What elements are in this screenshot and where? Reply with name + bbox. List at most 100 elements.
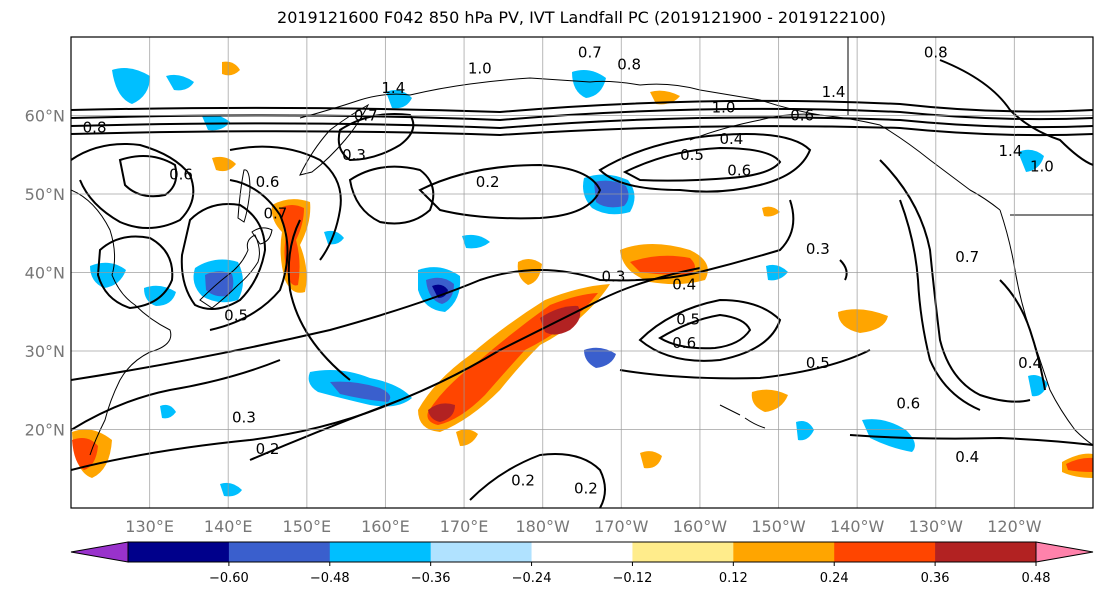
contour-line	[638, 298, 782, 362]
contour-label: 0.7	[955, 248, 979, 266]
contour-line	[71, 359, 281, 431]
contour-line	[209, 179, 289, 331]
contour-label: 0.6	[790, 107, 814, 125]
lat-tick-label: 30°N	[25, 342, 65, 361]
map-title: 2019121600 F042 850 hPa PV, IVT Landfall…	[277, 8, 886, 27]
colorbar-segment	[430, 542, 533, 562]
contour-line	[71, 116, 1093, 130]
contour-line	[337, 113, 415, 162]
coastline-kamchatka	[299, 103, 370, 176]
colorbar-segment	[228, 542, 331, 562]
contour-label: 0.6	[672, 334, 696, 352]
colorbar-segment	[531, 542, 633, 562]
contour-line	[658, 313, 752, 350]
contour-line	[229, 145, 342, 261]
contour-line	[418, 163, 602, 220]
lon-tick-label: 120°W	[987, 517, 1042, 536]
contour-label: 1.0	[712, 99, 736, 117]
contour-line	[287, 219, 351, 381]
contour-line	[71, 199, 795, 381]
contour-line	[598, 133, 812, 193]
axis-tick-labels: 60°N 50°N 40°N 30°N 20°N 130°E 140°E 150°E 160°E…	[25, 107, 1042, 537]
contour-label: 0.4	[1018, 354, 1042, 372]
colorbar-tick-label: 0.36	[921, 571, 950, 586]
contour-labels: 0.80.6 0.60.70.30.71.41.00.70.81.0 0.60.81…	[83, 44, 1054, 498]
contour-label: 0.3	[232, 409, 256, 427]
map-frame	[70, 36, 1094, 509]
contour-line	[899, 199, 981, 411]
colorbar-segment	[834, 542, 936, 562]
colorbar-segment	[733, 542, 835, 562]
lat-tick-label: 60°N	[25, 107, 65, 126]
colorbar-tick-label: −0.12	[613, 571, 653, 586]
lat-tick-label: 20°N	[25, 421, 65, 440]
colorbar-tick-label: −0.60	[209, 571, 249, 586]
lat-tick-label: 40°N	[25, 264, 65, 283]
contour-label: 1.0	[1030, 158, 1054, 176]
coastline-hawaii	[719, 404, 766, 429]
contour-label: 1.4	[381, 79, 405, 97]
lon-tick-label: 160°W	[673, 517, 728, 536]
coastline-hokkaido	[251, 227, 273, 245]
contour-line	[348, 165, 435, 225]
colorbar-extend-high	[1035, 541, 1094, 563]
contour-label: 0.2	[256, 440, 280, 458]
contour-label: 0.8	[617, 55, 641, 73]
colorbar-tick-label: −0.24	[512, 571, 552, 586]
contour-label: 0.5	[224, 307, 248, 325]
lon-tick-label: 170°E	[440, 517, 489, 536]
coastline-asia	[71, 189, 172, 456]
colorbar-tick-label: −0.36	[411, 571, 451, 586]
coastline-sakhalin	[237, 169, 251, 223]
contour-label: 0.5	[680, 146, 704, 164]
contour-line	[619, 349, 871, 380]
positive-anomaly-central-pacific	[418, 244, 888, 469]
contour-line	[71, 399, 401, 471]
contour-line	[249, 267, 701, 461]
lon-tick-label: 140°E	[204, 517, 253, 536]
lon-tick-label: 140°W	[830, 517, 885, 536]
lon-tick-label: 150°W	[751, 517, 806, 536]
contour-label: 0.6	[256, 173, 280, 191]
contour-label: 0.4	[719, 130, 743, 148]
contour-label: 0.7	[354, 107, 378, 125]
lon-tick-label: 160°E	[361, 517, 410, 536]
colorbar: −0.60 −0.48 −0.36 −0.24 −0.12 0.12 0.24 0.36 0.4…	[70, 541, 1094, 586]
contour-label: 0.2	[574, 479, 598, 497]
contour-line	[849, 434, 1093, 446]
contour-label: 0.8	[924, 44, 948, 62]
contour-line	[71, 125, 1093, 137]
colorbar-tick-label: 0.12	[719, 571, 748, 586]
colorbar-segment	[128, 542, 230, 562]
contour-line	[96, 235, 174, 310]
lon-tick-label: 130°W	[909, 517, 964, 536]
contour-label: 0.5	[676, 311, 700, 329]
pv-contours	[71, 59, 1093, 508]
contour-line	[879, 159, 1031, 403]
lon-tick-label: 150°E	[283, 517, 332, 536]
contour-label: 0.6	[896, 395, 920, 413]
contour-label: 1.0	[468, 59, 492, 77]
contour-line	[999, 279, 1046, 391]
contour-label: 1.4	[822, 83, 846, 101]
colorbar-segment	[935, 542, 1037, 562]
colorbar-segment	[329, 542, 432, 562]
colorbar-tick-label: −0.48	[310, 571, 350, 586]
colorbar-tick-label: 0.48	[1022, 571, 1051, 586]
contour-line	[939, 59, 1093, 166]
contour-label: 0.6	[169, 165, 193, 183]
contour-label: 0.3	[806, 240, 830, 258]
contour-label: 0.3	[602, 267, 626, 285]
contour-line	[71, 143, 195, 230]
lon-tick-label: 180°W	[516, 517, 571, 536]
lon-tick-label: 130°E	[125, 517, 174, 536]
gridlines	[71, 37, 1093, 508]
contour-label: 0.4	[955, 448, 979, 466]
contour-line	[469, 453, 606, 508]
contour-line	[839, 259, 848, 281]
colorbar-tick-label: 0.24	[820, 571, 849, 586]
lat-tick-label: 50°N	[25, 185, 65, 204]
contour-label: 0.7	[578, 44, 602, 62]
contour-line	[71, 99, 1093, 114]
